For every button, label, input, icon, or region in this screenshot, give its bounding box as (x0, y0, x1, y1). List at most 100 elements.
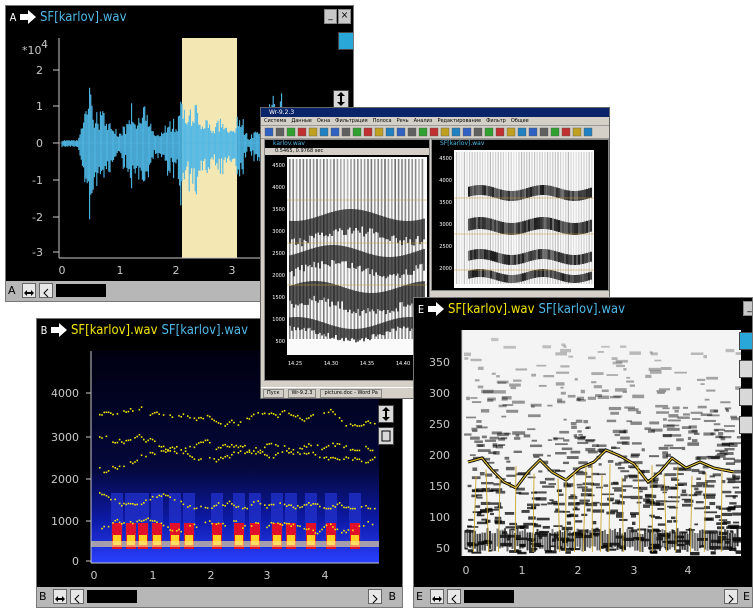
y-tick-label: 1500 (272, 295, 285, 301)
menu-item[interactable]: Общее (510, 118, 529, 124)
app-menubar[interactable]: Система Данные Окна Фильтрация Полоса Речь Ана… (261, 117, 609, 125)
window-letter: B (40, 323, 48, 337)
vertical-zoom-button[interactable] (378, 405, 394, 423)
scroll-thumb[interactable] (56, 284, 106, 297)
scroll-letter-right: E (743, 590, 750, 603)
menu-item[interactable]: Речь (396, 118, 409, 124)
scroll-left-button[interactable] (39, 283, 53, 298)
menu-item[interactable]: Редактирование (437, 118, 482, 124)
menu-item[interactable]: Фильтрация (335, 118, 368, 124)
taskbar-item[interactable]: Пуск (263, 389, 284, 398)
scroll-letter: B (39, 590, 47, 603)
toolbar-icon (275, 127, 285, 137)
window-letter: A (9, 10, 17, 24)
horizontal-zoom-button[interactable] (430, 589, 444, 604)
y-tick-label: 2500 (272, 251, 285, 257)
horizontal-zoom-button[interactable] (53, 589, 67, 604)
scroll-right-button[interactable] (724, 589, 738, 604)
scroll-left-button[interactable] (70, 589, 84, 604)
close-button[interactable]: × (338, 9, 351, 24)
sub-window-left[interactable]: karlov.wav 0.5465, 0.9768 sec 4500 4000 35… (264, 139, 430, 381)
toolbar-icon (429, 127, 439, 137)
y-tick-label: 4000 (51, 387, 79, 400)
scroll-left-button[interactable] (447, 589, 461, 604)
app-toolbar[interactable] (261, 125, 609, 139)
vertical-zoom-button[interactable] (333, 90, 349, 108)
toolbar-icon (286, 127, 296, 137)
toolbar-icon (418, 127, 428, 137)
toolbar-icon (561, 127, 571, 137)
zoom-toggle-button[interactable] (338, 32, 353, 50)
pitch-scrollbar[interactable]: E E (414, 587, 752, 607)
toolbar-icon (484, 127, 494, 137)
x-tick-label: 3 (229, 264, 236, 277)
zoom-toggle-button[interactable] (739, 332, 752, 350)
menu-item[interactable]: Анализ (413, 118, 433, 124)
toolbar-icon (363, 127, 373, 137)
window-title-secondary: SF[karlov].wav (161, 322, 249, 338)
arrow-right-icon (428, 302, 444, 316)
x-tick-label: 2 (208, 569, 215, 582)
time-readout: 0.5465, 0.9768 sec (275, 148, 324, 154)
pitch-plot[interactable]: 350 300 250 200 150 100 50 0 1 2 3 4 (416, 322, 741, 588)
x-tick-label: 14.30 (324, 361, 338, 367)
y-tick-label: 150 (429, 480, 450, 493)
window-title-primary: SF[karlov].wav (71, 322, 158, 338)
scroll-thumb[interactable] (87, 590, 137, 603)
menu-item[interactable]: Фильтр (486, 118, 506, 124)
minimize-button[interactable]: _ (324, 9, 337, 24)
menu-item[interactable]: Полоса (372, 118, 392, 124)
exponent-label: *10 (22, 44, 42, 57)
y-tick-label: 2000 (272, 273, 285, 279)
scroll-thumb[interactable] (464, 590, 514, 603)
toolbar-icon (539, 127, 549, 137)
y-tick-label: -1 (32, 174, 43, 187)
y-tick-label: 3000 (272, 229, 285, 235)
toolbar-icon (341, 127, 351, 137)
view-mode-button[interactable] (739, 416, 752, 434)
menu-item[interactable]: Окна (316, 118, 331, 124)
pitch-titlebar[interactable]: E SF[karlov].wav SF[karlov].wav _ (414, 298, 752, 320)
toolbar-icon (528, 127, 538, 137)
taskbar-item[interactable]: Wr-9.2.3 (287, 389, 317, 398)
toolbar-icon (583, 127, 593, 137)
toolbar-icon (473, 127, 483, 137)
y-tick-label: 0 (36, 137, 43, 150)
x-tick-label: 1 (150, 569, 157, 582)
menu-item[interactable]: Данные (291, 118, 312, 124)
x-tick-label: 1 (117, 264, 124, 277)
toolbar-icon (352, 127, 362, 137)
sub-window-right[interactable]: SF[karlov].wav 4500 4000 3500 3000 2500 2000 (431, 139, 609, 291)
y-tick-label: -3 (32, 246, 43, 259)
window-title-secondary: SF[karlov].wav (538, 301, 626, 317)
y-tick-label: 3500 (439, 200, 452, 206)
y-tick-label: 3000 (51, 431, 79, 444)
horizontal-zoom-button[interactable] (22, 283, 36, 298)
toolbar-icon (451, 127, 461, 137)
vertical-zoom-button[interactable] (739, 388, 752, 406)
pitch-window[interactable]: E SF[karlov].wav SF[karlov].wav _ 350 300… (413, 297, 753, 608)
window-title: SF[karlov].wav (40, 9, 127, 25)
y-tick-label: 2000 (439, 266, 452, 272)
x-tick-label: 14.35 (360, 361, 374, 367)
taskbar-item[interactable]: picture.doc - Word Pa (320, 389, 382, 398)
view-mode-button[interactable] (378, 427, 394, 445)
scroll-right-button[interactable] (368, 589, 382, 604)
toolbar-icon (396, 127, 406, 137)
up-down-arrow-icon (337, 92, 345, 106)
spectrogram-scrollbar[interactable]: B B (37, 587, 402, 607)
minimize-button[interactable]: _ (743, 301, 752, 316)
x-tick-label: 0 (463, 564, 470, 577)
menu-item[interactable]: Система (264, 118, 287, 124)
exponent-value: 4 (41, 38, 48, 51)
app-titlebar[interactable]: Wr-9.2.3 (261, 108, 609, 117)
toolbar-icon (462, 127, 472, 137)
toolbar-icon (374, 127, 384, 137)
square-icon (381, 430, 391, 442)
y-tick-label: 350 (429, 356, 450, 369)
waveform-titlebar[interactable]: A SF[karlov].wav _ × (6, 6, 353, 28)
filter-button[interactable] (739, 360, 752, 378)
toolbar-icon (297, 127, 307, 137)
toolbar-icon (550, 127, 560, 137)
toolbar-icon (572, 127, 582, 137)
